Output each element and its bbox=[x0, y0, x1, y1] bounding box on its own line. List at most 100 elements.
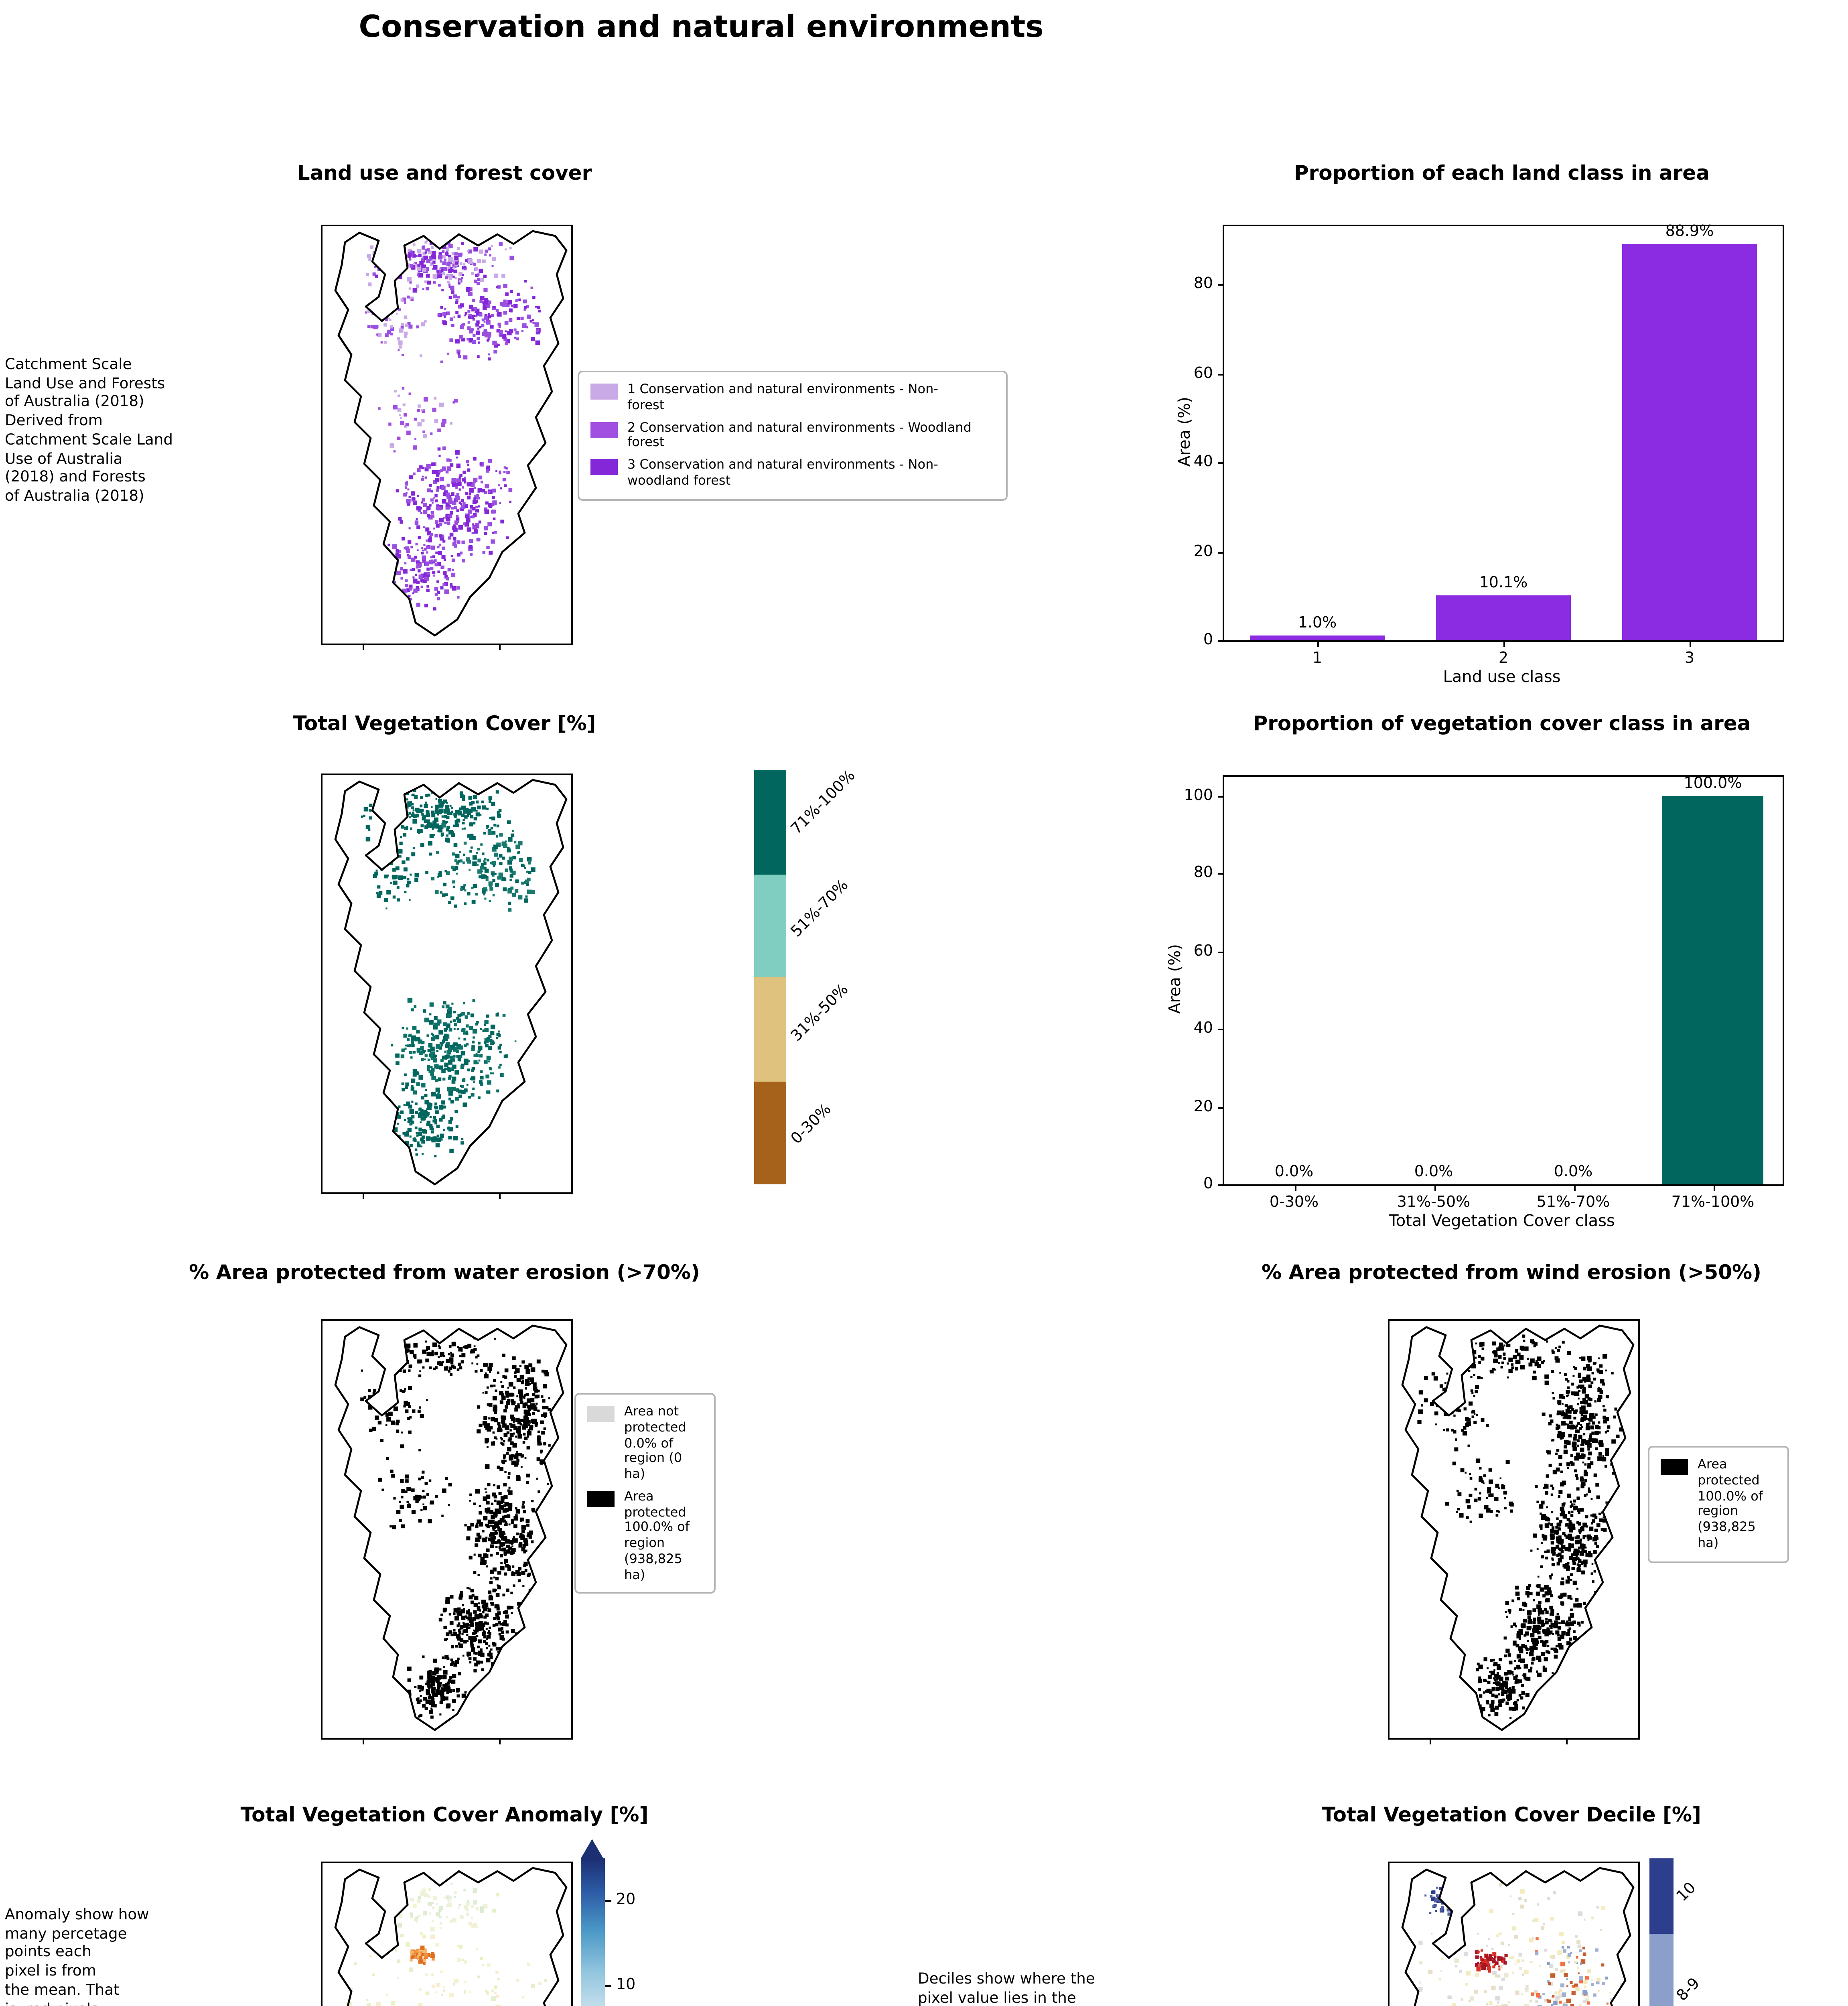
land-class-chart-title: Proportion of each land class in area bbox=[1294, 160, 1710, 185]
y-tick bbox=[1218, 640, 1224, 642]
land-use-map bbox=[321, 225, 573, 650]
anomaly-map-canvas bbox=[334, 1867, 568, 2006]
x-tick bbox=[1713, 1184, 1714, 1191]
bar-value-label: 10.1% bbox=[1479, 574, 1528, 592]
x-tick-label: 71%-100% bbox=[1671, 1194, 1755, 1212]
anomaly-colorbar bbox=[581, 1858, 605, 2006]
bar-2 bbox=[1436, 595, 1570, 640]
y-tick-label: 0 bbox=[1203, 631, 1213, 649]
legend-swatch-class1 bbox=[590, 384, 618, 400]
anomaly-cb-label-10: 10 bbox=[616, 1976, 636, 1994]
wind-erosion-map-canvas bbox=[1401, 1324, 1635, 1731]
colorbar-label-71-100: 71%-100% bbox=[788, 767, 859, 839]
colorbar-seg-71-100 bbox=[754, 770, 786, 874]
land-class-chart-xlabel: Land use class bbox=[1443, 669, 1561, 687]
anomaly-cb-tick bbox=[605, 1985, 611, 1987]
legend-item: 3 Conservation and natural environments … bbox=[590, 457, 995, 489]
decile-seg-8-9 bbox=[1649, 1934, 1674, 2006]
x-tick bbox=[1317, 640, 1319, 647]
legend-label-not-protected: Area not protected 0.0% of region (0 ha) bbox=[624, 1404, 686, 1481]
anomaly-cb-label-20: 20 bbox=[616, 1891, 636, 1909]
bar-1 bbox=[1250, 636, 1384, 640]
legend-label-class1: 1 Conservation and natural environments … bbox=[627, 382, 938, 412]
decile-label-10: 10 bbox=[1674, 1879, 1700, 1906]
x-tick-label: 3 bbox=[1684, 650, 1695, 668]
veg-cover-map-title: Total Vegetation Cover [%] bbox=[293, 711, 596, 735]
map-x-tick bbox=[1429, 1738, 1431, 1744]
y-tick-label: 100 bbox=[1184, 787, 1213, 805]
x-tick-label: 2 bbox=[1498, 650, 1509, 668]
map-x-tick bbox=[499, 644, 501, 650]
y-tick-label: 20 bbox=[1193, 1098, 1213, 1116]
land-class-bar-chart: 0 20 40 60 80 1 1.0% 2 10.1% 3 88.9% bbox=[1194, 224, 1784, 668]
bar-value-label: 0.0% bbox=[1554, 1163, 1593, 1181]
decile-colorbar bbox=[1649, 1858, 1674, 2006]
decile-map bbox=[1388, 1862, 1640, 2006]
y-tick-label: 80 bbox=[1193, 275, 1213, 293]
veg-cover-map bbox=[321, 774, 573, 1199]
veg-class-chart-title: Proportion of vegetation cover class in … bbox=[1253, 711, 1751, 735]
x-tick-label: 51%-70% bbox=[1536, 1194, 1610, 1212]
colorbar-label-31-50: 31%-50% bbox=[788, 981, 852, 1046]
legend-swatch-protected bbox=[1661, 1459, 1688, 1475]
y-tick bbox=[1218, 1184, 1224, 1186]
y-tick-label: 40 bbox=[1193, 1020, 1213, 1038]
map-x-tick bbox=[362, 1192, 364, 1199]
legend-swatch-class3 bbox=[590, 459, 618, 475]
y-tick bbox=[1218, 284, 1224, 286]
colorbar-seg-51-70 bbox=[754, 874, 786, 977]
bar-value-label: 100.0% bbox=[1684, 775, 1742, 793]
anomaly-note: Anomaly show how many percetage points e… bbox=[5, 1907, 149, 2006]
x-tick-label: 1 bbox=[1312, 650, 1323, 668]
y-tick-label: 20 bbox=[1193, 542, 1213, 560]
map-x-tick bbox=[499, 1192, 501, 1199]
water-erosion-map bbox=[321, 1319, 573, 1744]
land-use-map-canvas bbox=[334, 230, 568, 637]
y-tick bbox=[1218, 1107, 1224, 1109]
x-tick bbox=[1573, 1184, 1575, 1191]
page-title: Conservation and natural environments bbox=[359, 10, 1044, 45]
veg-class-bar-chart: 0 20 40 60 80 100 0-30% 0.0% 31%-50% 0.0% 51%-70% 0… bbox=[1184, 775, 1784, 1212]
wind-erosion-map bbox=[1388, 1319, 1640, 1744]
legend-swatch-class2 bbox=[590, 421, 618, 437]
bar-3 bbox=[1622, 244, 1757, 640]
water-erosion-map-title: % Area protected from water erosion (>70… bbox=[189, 1260, 700, 1284]
legend-item: 2 Conservation and natural environments … bbox=[590, 420, 995, 451]
legend-swatch-not-protected bbox=[587, 1406, 615, 1422]
land-class-chart-ylabel: Area (%) bbox=[1177, 397, 1195, 467]
colorbar-label-0-30: 0-30% bbox=[788, 1100, 836, 1148]
veg-class-chart-ylabel: Area (%) bbox=[1167, 944, 1185, 1014]
wind-erosion-map-title: % Area protected from wind erosion (>50%… bbox=[1261, 1260, 1762, 1284]
land-use-map-title: Land use and forest cover bbox=[297, 160, 592, 185]
x-tick bbox=[1294, 1184, 1296, 1191]
x-tick-label: 0-30% bbox=[1269, 1194, 1319, 1212]
y-tick bbox=[1218, 1029, 1224, 1031]
y-tick bbox=[1218, 951, 1224, 953]
legend-label-class2: 2 Conservation and natural environments … bbox=[627, 420, 972, 450]
veg-cover-map-canvas bbox=[334, 779, 568, 1186]
water-erosion-legend: Area not protected 0.0% of region (0 ha)… bbox=[574, 1393, 716, 1594]
y-tick bbox=[1218, 373, 1224, 375]
y-tick-label: 0 bbox=[1203, 1176, 1213, 1193]
decile-label-8-9: 8-9 bbox=[1674, 1975, 1704, 2005]
legend-item: Area protected 100.0% of region (938,825… bbox=[587, 1489, 703, 1583]
bar-value-label: 0.0% bbox=[1274, 1163, 1314, 1181]
y-tick-label: 60 bbox=[1193, 942, 1213, 960]
veg-cover-colorbar bbox=[754, 770, 786, 1184]
map-x-tick bbox=[362, 1738, 364, 1744]
anomaly-map-title: Total Vegetation Cover Anomaly [%] bbox=[240, 1802, 649, 1826]
legend-item: Area not protected 0.0% of region (0 ha) bbox=[587, 1404, 703, 1482]
y-tick bbox=[1218, 873, 1224, 875]
y-tick-label: 40 bbox=[1193, 453, 1213, 471]
decile-seg-10 bbox=[1649, 1858, 1674, 1934]
map-x-tick bbox=[362, 644, 364, 650]
y-tick-label: 80 bbox=[1193, 865, 1213, 883]
x-tick bbox=[1434, 1184, 1435, 1191]
decile-note: Deciles show where the pixel value lies … bbox=[918, 1971, 1095, 2006]
veg-class-chart-xlabel: Total Vegetation Cover class bbox=[1389, 1213, 1615, 1231]
colorbar-label-51-70: 51%-70% bbox=[788, 877, 852, 941]
colorbar-seg-31-50 bbox=[754, 977, 786, 1081]
x-tick bbox=[1503, 640, 1505, 647]
land-use-source-note: Catchment Scale Land Use and Forests of … bbox=[5, 356, 173, 506]
